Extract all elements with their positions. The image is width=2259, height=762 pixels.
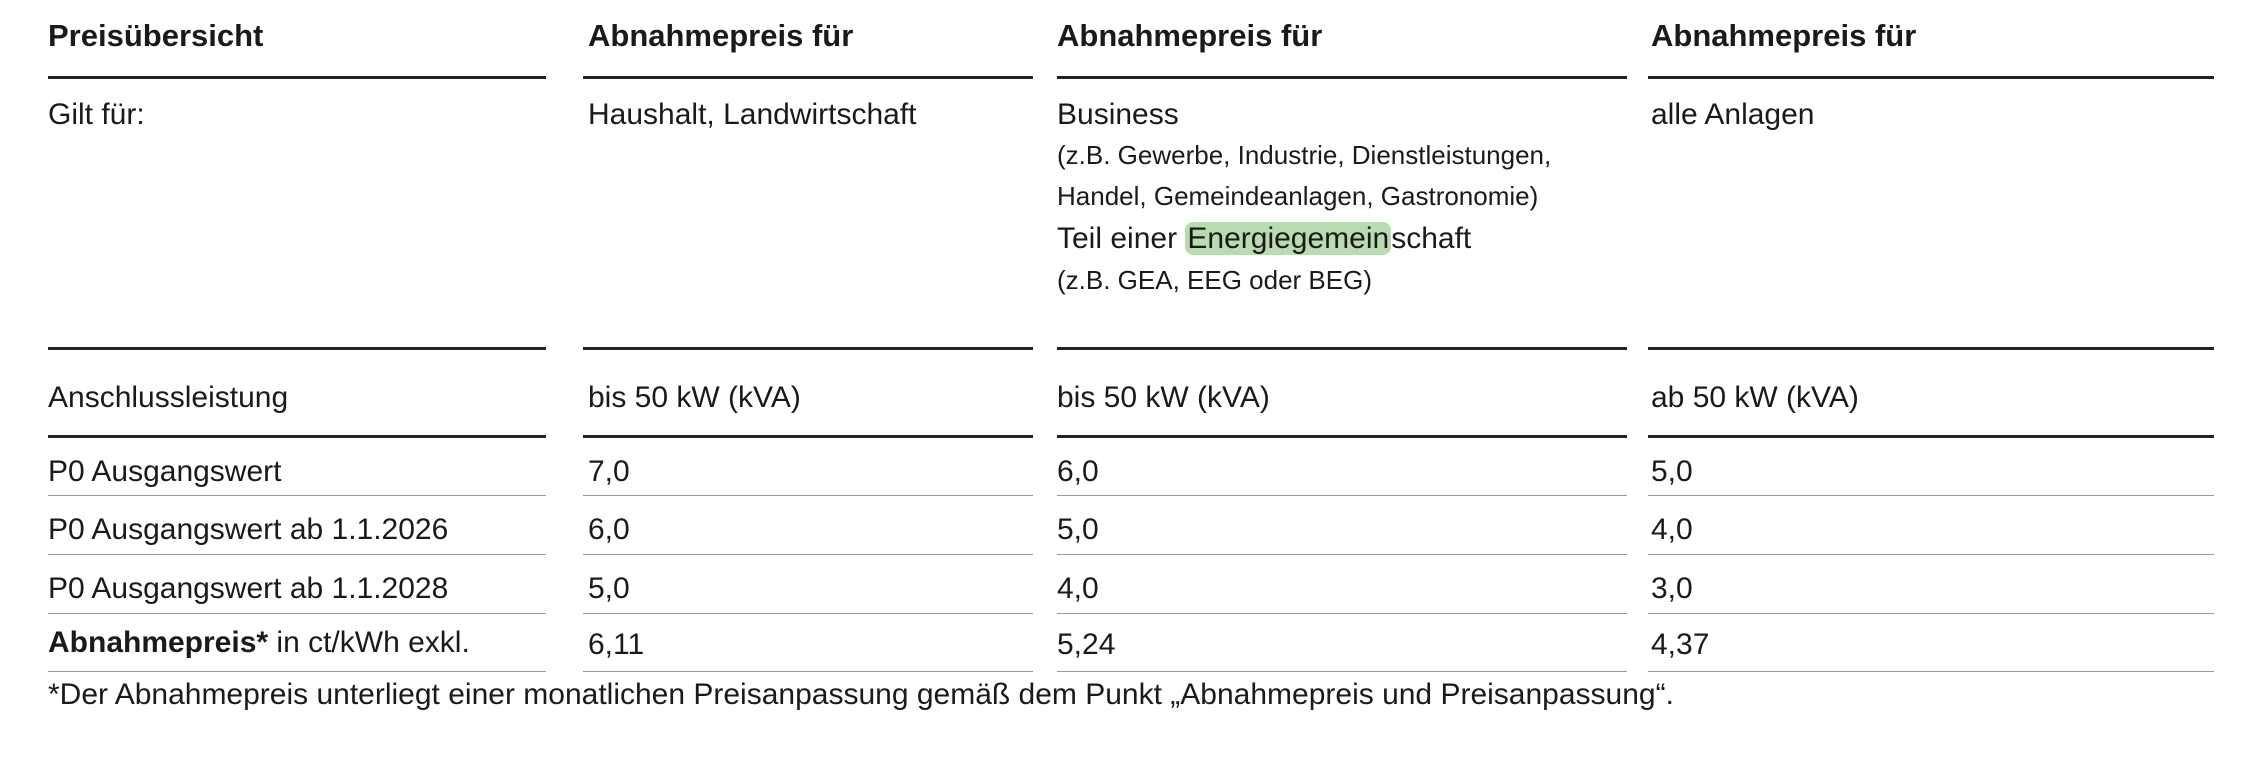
row-divider bbox=[48, 671, 546, 672]
price-value: 5,24 bbox=[1057, 628, 1116, 661]
header-col-business: Abnahmepreis für bbox=[1057, 18, 1323, 53]
row-divider bbox=[1057, 554, 1627, 555]
row-divider bbox=[583, 613, 1033, 614]
row-label-p0: P0 Ausgangswert bbox=[48, 455, 282, 488]
header-col-alle: Abnahmepreis für bbox=[1651, 18, 1917, 53]
cell-value: ab 50 kW (kVA) bbox=[1651, 381, 1859, 414]
header-rule bbox=[48, 76, 546, 79]
price-value: 4,37 bbox=[1651, 628, 1710, 661]
row-divider bbox=[48, 613, 546, 614]
footnote: *Der Abnahmepreis unterliegt einer monat… bbox=[48, 678, 1674, 711]
cell-value: 3,0 bbox=[1651, 572, 1693, 605]
cell-value: 6,0 bbox=[588, 513, 630, 546]
cell-value: 5,0 bbox=[1057, 513, 1099, 546]
row-label-anschlussleistung: Anschlussleistung bbox=[48, 381, 289, 414]
section-rule bbox=[48, 435, 546, 438]
applies-business-examples: (z.B. Gewerbe, Industrie, Dienstleistung… bbox=[1057, 140, 1552, 170]
section-rule bbox=[583, 347, 1033, 350]
section-rule bbox=[1648, 435, 2214, 438]
header-rule bbox=[1057, 76, 1627, 79]
row-divider bbox=[1057, 613, 1627, 614]
row-label-abnahmepreis: Abnahmepreis* in ct/kWh exkl. bbox=[48, 626, 470, 659]
applies-business: Business bbox=[1057, 98, 1179, 131]
row-divider bbox=[1648, 671, 2214, 672]
applies-haushalt: Haushalt, Landwirtschaft bbox=[588, 98, 917, 131]
row-divider bbox=[1057, 495, 1627, 496]
applies-energiegemeinschaft-examples: (z.B. GEA, EEG oder BEG) bbox=[1057, 265, 1372, 295]
highlighted-text: Energiegemein bbox=[1185, 222, 1392, 255]
cell-value: 5,0 bbox=[588, 572, 630, 605]
applies-energiegemeinschaft: Teil einer Energiegemeinschaft bbox=[1057, 222, 1472, 255]
row-divider bbox=[1648, 495, 2214, 496]
gilt-label: Gilt für: bbox=[48, 98, 145, 131]
row-divider bbox=[1648, 554, 2214, 555]
section-rule bbox=[583, 435, 1033, 438]
row-label-p0-2028: P0 Ausgangswert ab 1.1.2028 bbox=[48, 572, 449, 605]
applies-alle: alle Anlagen bbox=[1651, 98, 1815, 131]
header-rule bbox=[1648, 76, 2214, 79]
header-preisuebersicht: Preisübersicht bbox=[48, 18, 264, 53]
cell-value: 4,0 bbox=[1057, 572, 1099, 605]
section-rule bbox=[1057, 435, 1627, 438]
row-label-p0-2026: P0 Ausgangswert ab 1.1.2026 bbox=[48, 513, 449, 546]
section-rule bbox=[1648, 347, 2214, 350]
row-divider bbox=[583, 554, 1033, 555]
cell-value: 7,0 bbox=[588, 455, 630, 488]
applies-business-examples-2: Handel, Gemeindeanlagen, Gastronomie) bbox=[1057, 181, 1539, 211]
cell-value: bis 50 kW (kVA) bbox=[588, 381, 801, 414]
row-divider bbox=[583, 671, 1033, 672]
header-rule bbox=[583, 76, 1033, 79]
section-rule bbox=[1057, 347, 1627, 350]
row-divider bbox=[48, 495, 546, 496]
section-rule bbox=[48, 347, 546, 350]
cell-value: bis 50 kW (kVA) bbox=[1057, 381, 1270, 414]
cell-value: 5,0 bbox=[1651, 455, 1693, 488]
row-divider bbox=[1057, 671, 1627, 672]
cell-value: 6,0 bbox=[1057, 455, 1099, 488]
price-value: 6,11 bbox=[588, 628, 645, 661]
row-divider bbox=[48, 554, 546, 555]
header-col-haushalt: Abnahmepreis für bbox=[588, 18, 854, 53]
cell-value: 4,0 bbox=[1651, 513, 1693, 546]
row-divider bbox=[583, 495, 1033, 496]
row-divider bbox=[1648, 613, 2214, 614]
